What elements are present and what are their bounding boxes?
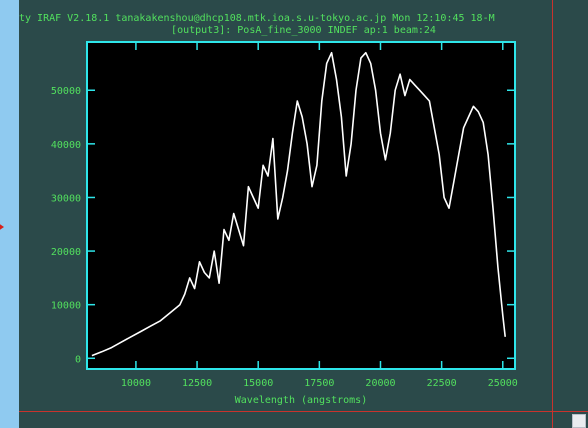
x-tick-labels: 10000 12500 15000 17500 20000 22500 25000: [121, 378, 518, 389]
y-tick-label: 20000: [51, 247, 81, 258]
y-tick-label: 50000: [51, 86, 81, 97]
spectrum-plot[interactable]: 10000 12500 15000 17500 20000 22500 25000 0 100…: [19, 0, 588, 428]
plot-frame: [86, 41, 516, 370]
iraf-plot-window[interactable]: ty IRAF V2.18.1 tanakakenshou@dhcp108.mt…: [19, 0, 588, 428]
y-tick-label: 40000: [51, 140, 81, 151]
x-tick-label: 17500: [304, 378, 334, 389]
x-axis-ticks: [135, 42, 504, 369]
x-axis-label: Wavelength (angstroms): [235, 395, 367, 406]
x-tick-label: 20000: [365, 378, 395, 389]
plot-area: [87, 42, 515, 369]
x-tick-label: 10000: [121, 378, 151, 389]
plot-subtitle: [output3]: PosA_fine_3000 INDEF ap:1 bea…: [171, 25, 436, 36]
y-tick-label: 10000: [51, 301, 81, 312]
resize-grip[interactable]: [572, 414, 586, 428]
x-tick-label: 25000: [488, 378, 518, 389]
x-tick-label: 15000: [243, 378, 273, 389]
left-arrow-marker: [0, 220, 4, 234]
y-tick-label: 0: [75, 354, 81, 365]
y-tick-label: 30000: [51, 193, 81, 204]
window-title: ty IRAF V2.18.1 tanakakenshou@dhcp108.mt…: [19, 13, 495, 24]
spectrum-line: [91, 51, 506, 357]
vertical-red-guide: [552, 0, 553, 428]
x-tick-label: 12500: [182, 378, 212, 389]
y-axis-ticks: [87, 89, 515, 360]
x-tick-label: 22500: [427, 378, 457, 389]
y-tick-labels: 0 10000 20000 30000 40000 50000: [51, 86, 81, 365]
horizontal-red-guide: [19, 411, 588, 412]
